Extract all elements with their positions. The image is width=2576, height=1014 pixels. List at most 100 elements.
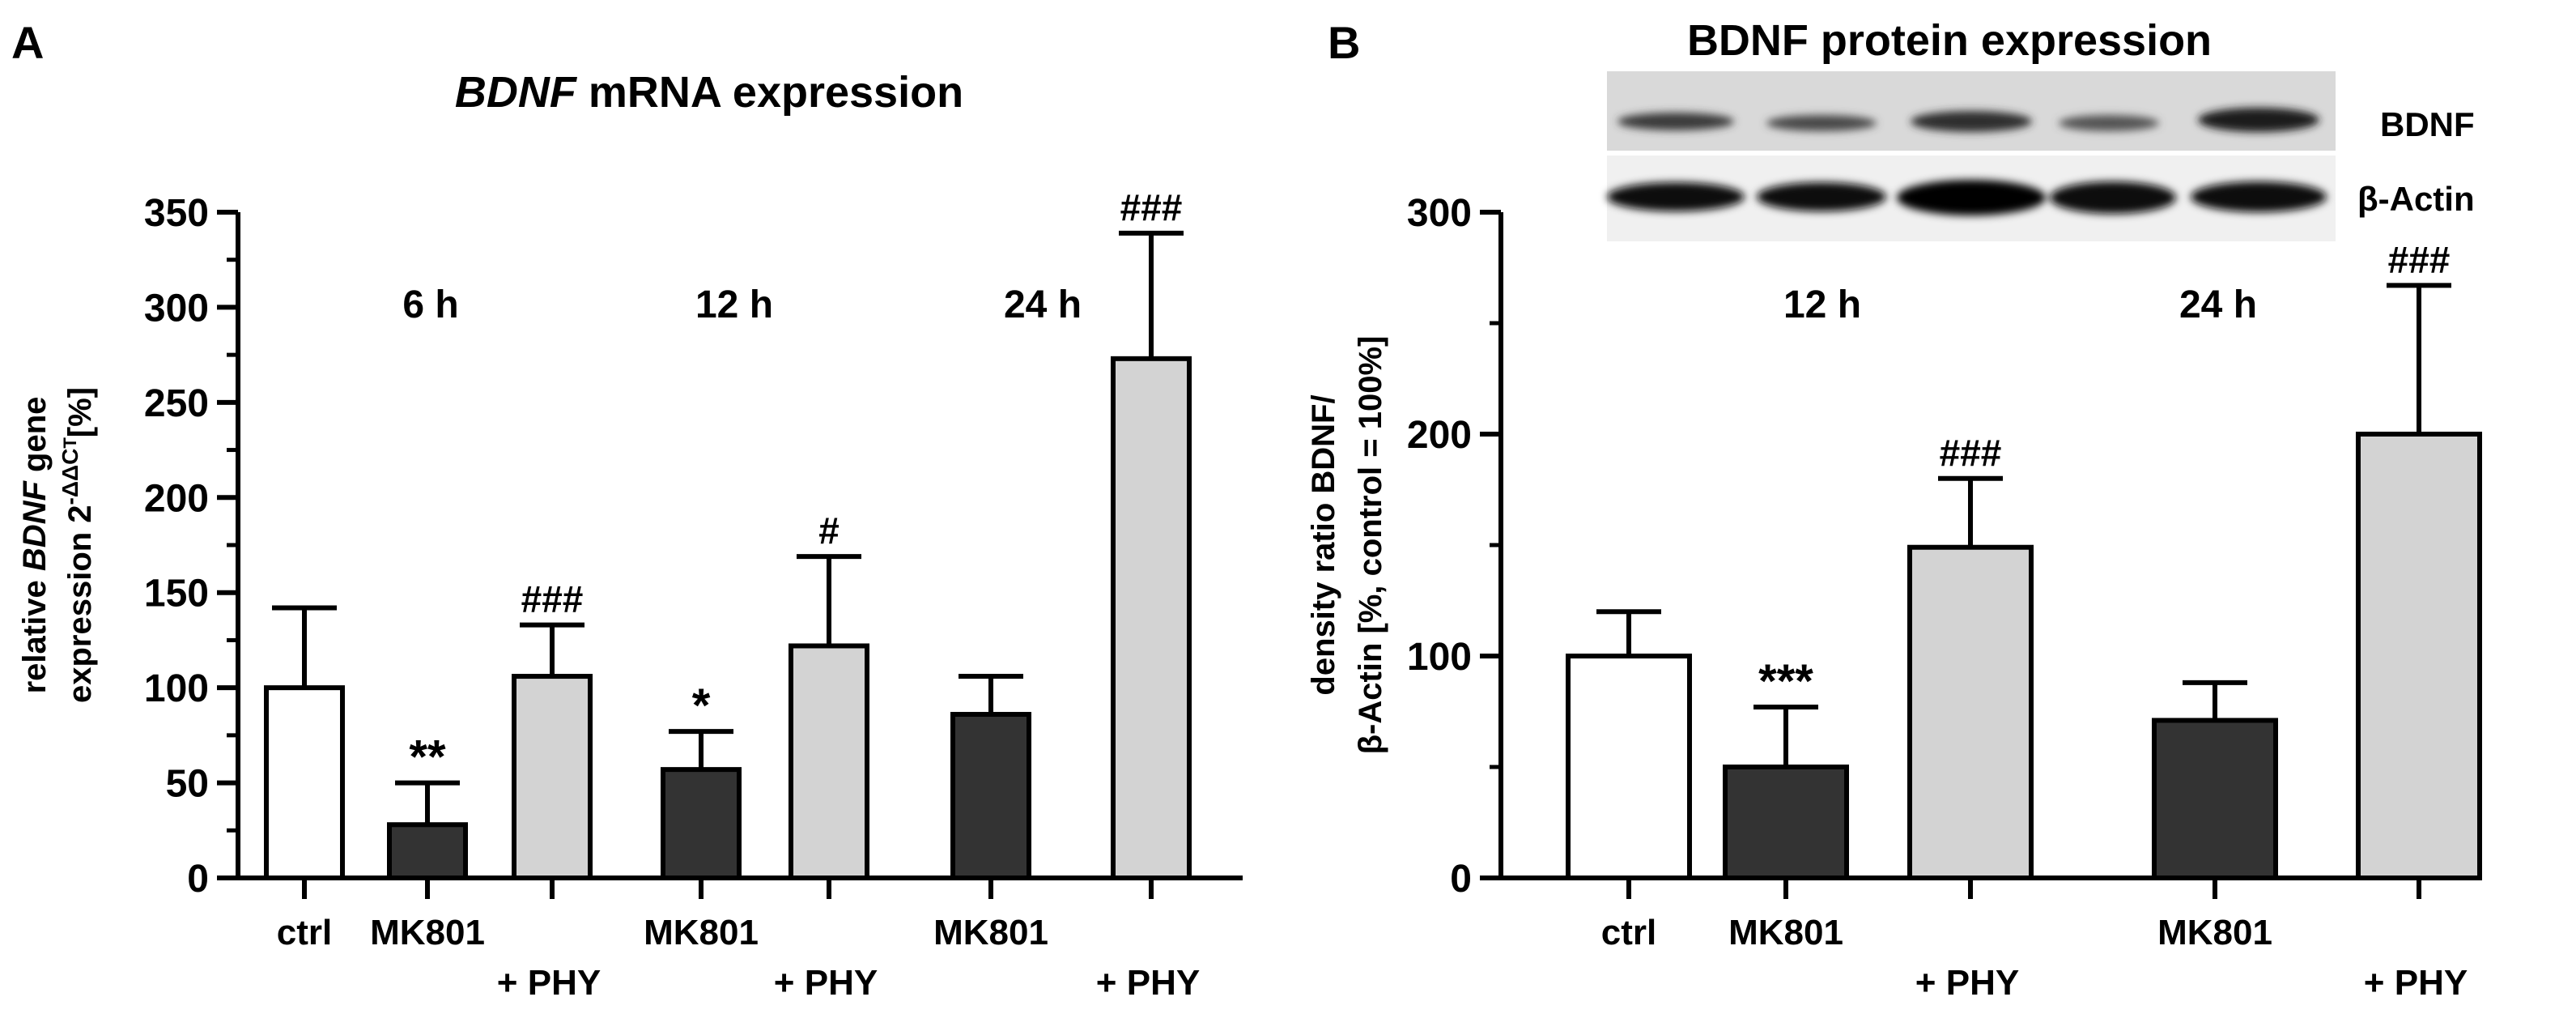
category-label: + PHY (2364, 963, 2468, 1003)
panel-a-title-rest: mRNA expression (576, 68, 963, 117)
category-label: + PHY (1915, 963, 2019, 1003)
panel-b-y-axis-label-line1: density ratio BDNF/ (1306, 394, 1341, 695)
category-label: + PHY (774, 963, 878, 1003)
panel-a: A BDNF mRNA expression relative BDNF gen… (11, 17, 1243, 1003)
panel-a-title: BDNF mRNA expression (455, 68, 963, 117)
y-tick-label: 0 (187, 858, 209, 901)
significance-label: ### (1940, 432, 2002, 474)
ylabel-a-prefix: relative (17, 571, 53, 693)
category-label: ctrl (277, 913, 332, 952)
category-label: MK801 (370, 913, 485, 952)
panel-b-y-axis-label: density ratio BDNF/ β-Actin [%, control … (1306, 336, 1388, 755)
bar-group: ### (512, 578, 593, 881)
panel-a-y-axis-label-line2: expression 2-ΔΔCT[%] (57, 387, 98, 703)
significance-label: ** (409, 731, 446, 784)
time-point-label: 12 h (1783, 283, 1861, 326)
y-tick-label: 100 (1407, 636, 1472, 679)
bar (1566, 654, 1692, 880)
significance-label: ### (521, 578, 584, 620)
category-label: ctrl (1601, 913, 1656, 952)
actin-band-1 (1607, 182, 1745, 211)
bar-group: # (789, 509, 869, 881)
bar (512, 674, 593, 881)
category-label: + PHY (497, 963, 601, 1003)
bar (1111, 356, 1192, 880)
bar-group (2152, 680, 2278, 881)
panel-a-y-axis-label: relative BDNF gene expression 2-ΔΔCT[%] (17, 387, 98, 703)
panel-b-axes: 0 100 200 300 ctrl MK801 + PHY MK801 + PHY 12 h 24… (1407, 192, 2468, 1003)
bar-group: ### (2356, 238, 2482, 880)
ylabel-a-gene: BDNF (17, 480, 53, 572)
bar-group: * (661, 680, 742, 880)
y-tick-label: 200 (144, 477, 209, 520)
panel-b-y-axis-label-line2: β-Actin [%, control = 100%] (1353, 336, 1388, 755)
panel-a-axes: 0 50 100 150 200 250 300 350 ctrl MK801 + PHY MK801… (144, 192, 1243, 1003)
bar (2356, 432, 2482, 880)
bar (950, 712, 1031, 880)
panel-a-title-gene: BDNF (455, 68, 578, 117)
time-point-label: 24 h (2179, 283, 2257, 326)
panel-a-bars: **###*#### (264, 186, 1192, 881)
panel-b-label: B (1328, 17, 1360, 68)
bar (2152, 718, 2278, 881)
blot-label-bdnf: BDNF (2380, 105, 2475, 143)
bdnf-band-3 (1911, 111, 2032, 132)
y-tick-label: 250 (144, 382, 209, 425)
panel-b-title: BDNF protein expression (1687, 16, 2212, 65)
bar (387, 822, 468, 880)
y-tick-label: 150 (144, 573, 209, 616)
panel-a-y-axis-label-line1: relative BDNF gene (17, 397, 53, 694)
category-label: + PHY (1096, 963, 1200, 1003)
y-tick-label: 350 (144, 192, 209, 235)
bar-group (1566, 609, 1692, 880)
bar (1723, 765, 1849, 880)
bar-group (264, 605, 345, 881)
ylabel-a2-sup: -ΔΔC (57, 449, 83, 505)
y-tick-label: 200 (1407, 414, 1472, 457)
panel-a-label: A (11, 17, 44, 68)
y-tick-label: 300 (1407, 192, 1472, 235)
ylabel-a-suffix: gene (17, 397, 53, 481)
actin-band-3 (1897, 180, 2046, 215)
bar-group (950, 674, 1031, 880)
bar (789, 643, 869, 881)
panel-b: B BDNF protein expression BDNF β-Actin d… (1306, 16, 2482, 1003)
significance-label: ### (1120, 186, 1183, 228)
significance-label: *** (1758, 655, 1813, 708)
bar-group: *** (1723, 655, 1849, 880)
time-point-label: 12 h (695, 283, 773, 326)
category-label: MK801 (933, 913, 1048, 952)
ylabel-a2-suffix: [%] (62, 387, 98, 437)
actin-band-4 (2050, 181, 2176, 214)
actin-band-5 (2191, 181, 2327, 212)
significance-label: ### (2388, 238, 2451, 280)
bar-group: ** (387, 731, 468, 880)
category-label: MK801 (644, 913, 759, 952)
western-blot-image (1607, 71, 2336, 241)
actin-band-2 (1757, 182, 1886, 211)
significance-label: # (818, 509, 840, 552)
time-point-label: 24 h (1004, 283, 1082, 326)
y-tick-label: 0 (1450, 858, 1472, 901)
bdnf-band-4 (2059, 115, 2159, 131)
blot-label-actin: β-Actin (2357, 180, 2475, 218)
bdnf-band-1 (1617, 113, 1734, 130)
category-label: MK801 (2157, 913, 2272, 952)
ylabel-a2-sub: T (60, 437, 80, 449)
bar (661, 767, 742, 880)
significance-label: * (692, 680, 711, 732)
panel-b-bars: *** ### ### (1566, 238, 2482, 881)
ylabel-a2-prefix: expression 2 (62, 505, 98, 703)
bdnf-band-5 (2198, 108, 2319, 132)
bar (264, 685, 345, 881)
category-label: MK801 (1728, 913, 1843, 952)
y-tick-label: 300 (144, 287, 209, 330)
bar (1907, 544, 2034, 880)
bar-group: ### (1907, 432, 2034, 880)
bdnf-band-2 (1766, 115, 1877, 131)
y-tick-label: 50 (166, 763, 209, 806)
blot-bands (1607, 108, 2327, 215)
bar-group: ### (1111, 186, 1192, 880)
y-tick-label: 100 (144, 667, 209, 710)
